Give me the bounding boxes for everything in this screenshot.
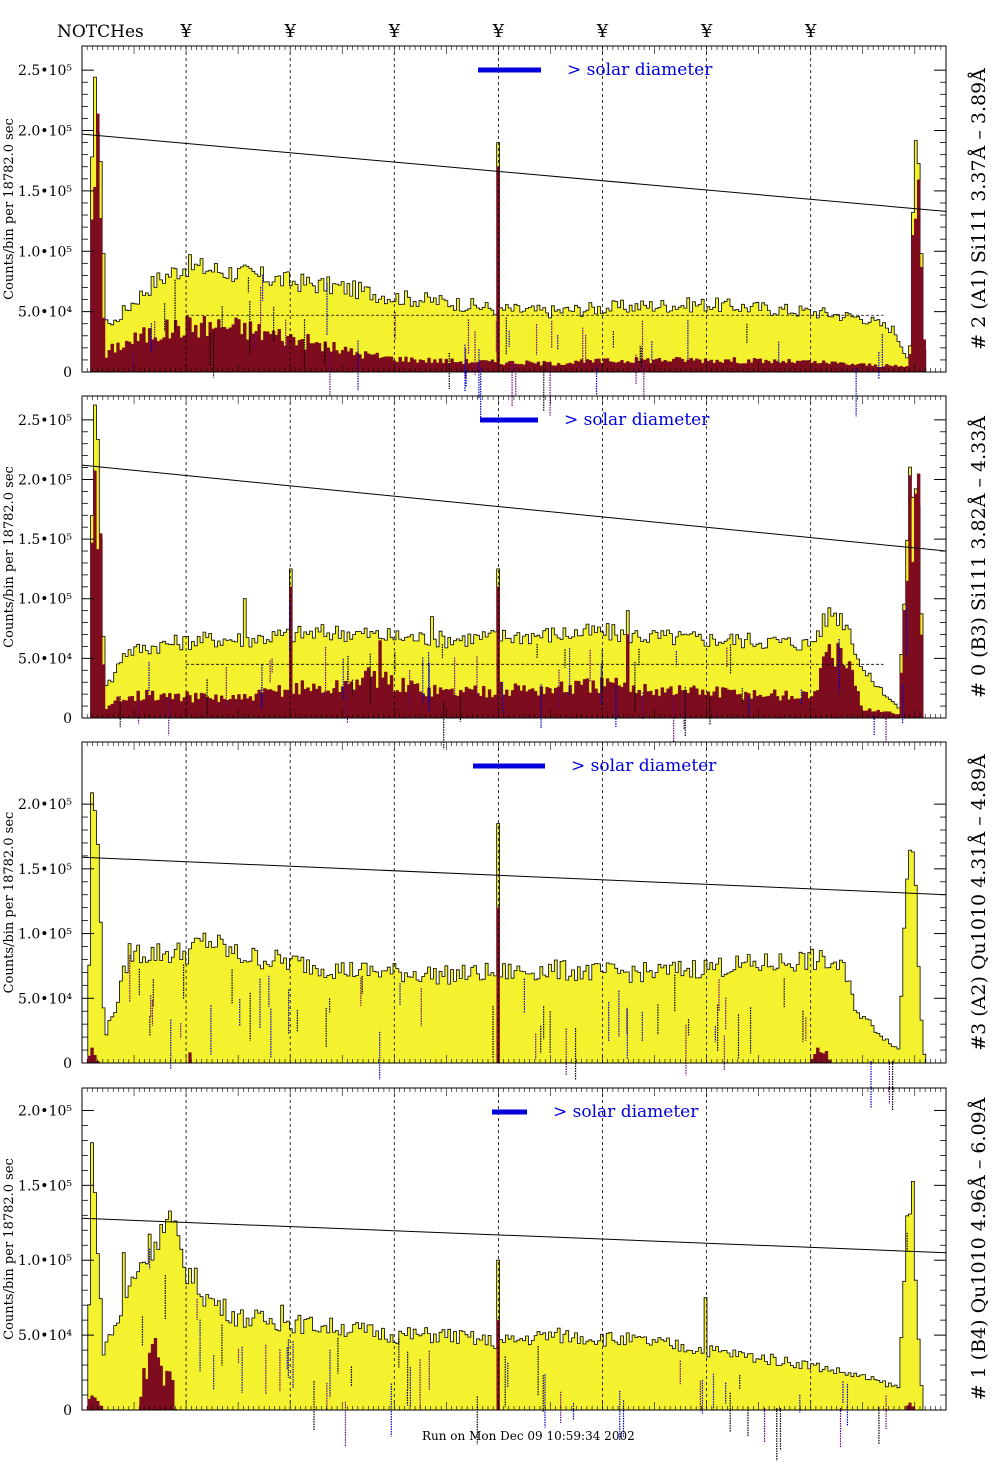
notch-marker-2: ¥	[283, 21, 296, 42]
y-tick-label: 2.0•10⁵	[18, 124, 72, 140]
chart-panels: 0 5.0•10⁴ 1.0•10⁵ 1.5•10⁵ 2.0•10⁵ 2.5•10⁵ Coun…	[2, 45, 990, 1461]
solar-diameter-label: > solar diameter	[567, 60, 713, 80]
y-axis-label: Counts/bin per 18782.0 sec	[2, 118, 17, 300]
component-counts-histogram	[82, 470, 946, 719]
y-axis-label: Counts/bin per 18782.0 sec	[2, 1158, 17, 1340]
panel-label: # 2 (A1) Si111 3.37Å – 3.89Å	[968, 68, 990, 350]
y-tick-label: 0	[63, 1056, 72, 1072]
total-counts-histogram	[82, 404, 946, 719]
y-tick-label: 1.5•10⁵	[18, 1178, 72, 1194]
notch-marker-4: ¥	[492, 21, 505, 42]
histogram-panel-3: 0 5.0•10⁴ 1.0•10⁵ 1.5•10⁵ 2.0•10⁵Counts/bin …	[2, 741, 990, 1111]
notch-marker-1: ¥	[179, 21, 192, 42]
y-tick-label: 2.5•10⁵	[18, 63, 72, 79]
y-axis-label: Counts/bin per 18782.0 sec	[2, 466, 17, 648]
notch-marker-7: ¥	[804, 21, 817, 42]
notch-markers: ¥ ¥ ¥ ¥ ¥ ¥ ¥	[179, 21, 817, 42]
y-tick-label: 5.0•10⁴	[18, 651, 72, 667]
histogram-panel-1: 0 5.0•10⁴ 1.0•10⁵ 1.5•10⁵ 2.0•10⁵ 2.5•10⁵ Coun…	[2, 45, 990, 422]
y-tick-label: 1.0•10⁵	[18, 592, 72, 608]
y-axis-label: Counts/bin per 18782.0 sec	[2, 812, 17, 994]
solar-diameter-label: > solar diameter	[553, 1102, 699, 1122]
solar-diameter-label: > solar diameter	[571, 756, 717, 776]
notches-header-label: NOTCHes	[57, 22, 144, 42]
y-tick-label: 5.0•10⁴	[18, 991, 72, 1007]
panel-label: # 0 (B3) Si111 3.82Å – 4.33Å	[968, 416, 990, 698]
run-timestamp: Run on Mon Dec 09 10:59:34 2002	[422, 1429, 635, 1443]
fit-line	[81, 133, 947, 212]
y-tick-label: 0	[63, 1403, 72, 1419]
solar-diameter-label: > solar diameter	[564, 410, 710, 430]
y-tick-label: 1.5•10⁵	[18, 862, 72, 878]
y-tick-label: 2.5•10⁵	[18, 413, 72, 429]
notch-marker-3: ¥	[388, 21, 401, 42]
notch-marker-5: ¥	[596, 21, 609, 42]
y-tick-label: 5.0•10⁴	[18, 1328, 72, 1344]
y-tick-label: 1.0•10⁵	[18, 244, 72, 260]
y-tick-label: 0	[63, 711, 72, 727]
y-tick-label: 1.5•10⁵	[18, 532, 72, 548]
panel-label: # 1 (B4) Qu1010 4.96Å – 6.09Å	[968, 1097, 990, 1400]
y-tick-label: 2.0•10⁵	[18, 472, 72, 488]
y-tick-label: 1.0•10⁵	[18, 1253, 72, 1269]
histogram-panel-2: 0 5.0•10⁴ 1.0•10⁵ 1.5•10⁵ 2.0•10⁵ 2.5•10⁵ Coun…	[2, 395, 990, 750]
y-tick-label: 5.0•10⁴	[18, 305, 72, 321]
y-tick-label: 2.0•10⁵	[18, 1103, 72, 1119]
notch-marker-6: ¥	[700, 21, 713, 42]
fit-line	[81, 856, 947, 896]
y-tick-label: 1.0•10⁵	[18, 927, 72, 943]
total-counts-histogram	[82, 1142, 946, 1411]
histogram-panel-4: 0 5.0•10⁴ 1.0•10⁵ 1.5•10⁵ 2.0•10⁵ Counts/bin …	[2, 1087, 990, 1461]
y-tick-label: 2.0•10⁵	[18, 797, 72, 813]
total-counts-histogram	[82, 792, 946, 1064]
fit-line	[81, 1217, 947, 1254]
fit-line	[81, 464, 947, 552]
panel-label: #3 (A2) Qu1010 4.31Å – 4.89Å	[968, 754, 990, 1051]
y-tick-label: 0	[63, 365, 72, 381]
y-tick-label: 1.5•10⁵	[18, 184, 72, 200]
component-counts-histogram	[82, 113, 946, 373]
total-counts-histogram	[82, 76, 946, 373]
